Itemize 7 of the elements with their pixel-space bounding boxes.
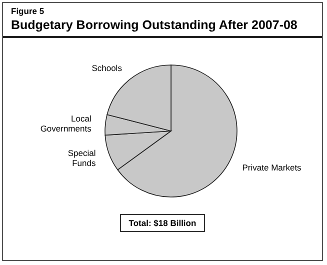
slice-label: Private Markets — [242, 162, 302, 172]
text: Total: $18 Billion — [120, 214, 206, 232]
slice-label: Special Funds — [68, 148, 96, 168]
slice-label: Local Governments — [40, 113, 92, 134]
chart-title: Budgetary Borrowing Outstanding After 2007-08 — [11, 18, 298, 32]
chart-subtitle: Figure 5 — [11, 6, 46, 16]
slice-label: Schools — [92, 62, 122, 73]
